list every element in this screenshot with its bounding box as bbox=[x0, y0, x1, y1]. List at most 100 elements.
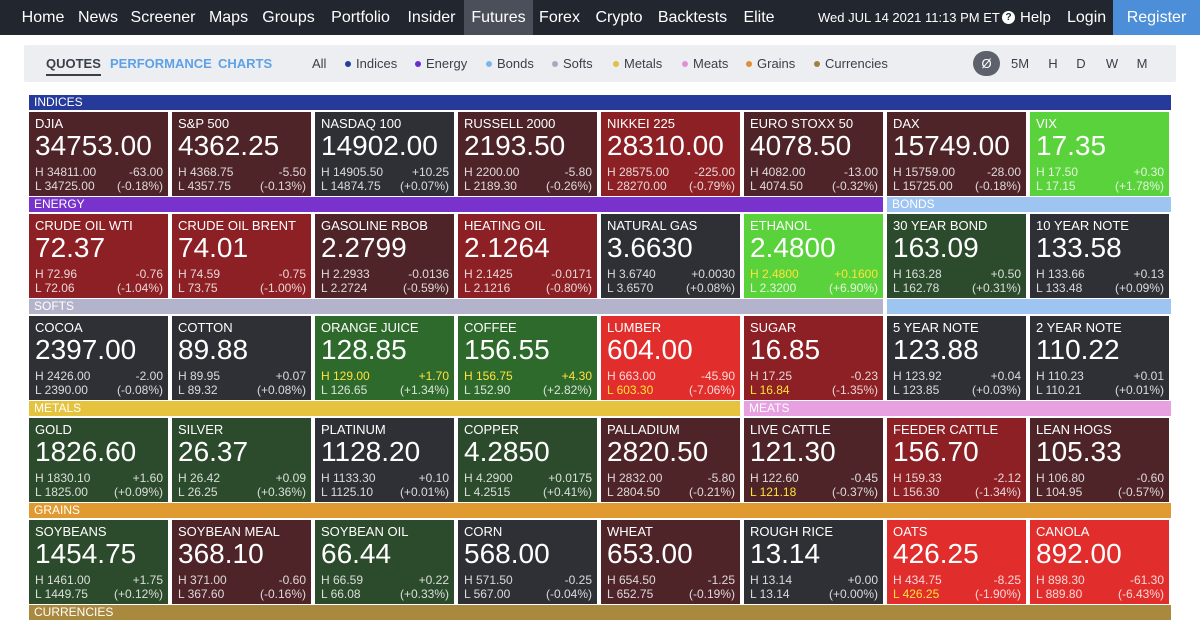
quote-tile-dax[interactable]: DAX 15749.00 H 15759.00 L 15725.00 -28.00 (-0… bbox=[887, 112, 1026, 196]
filter-indices[interactable]: Indices bbox=[345, 45, 397, 82]
timeframe-m[interactable]: M bbox=[1136, 56, 1148, 71]
filter-softs[interactable]: Softs bbox=[552, 45, 593, 82]
quote-tile-ethanol[interactable]: ETHANOL 2.4800 H 2.4800 L 2.3200 +0.1600 (+6.… bbox=[744, 214, 883, 298]
quote-low: L 3.6570 bbox=[607, 281, 653, 295]
quote-tile-platinum[interactable]: PLATINUM 1128.20 H 1133.30 L 1125.10 +0.10 (+… bbox=[315, 418, 454, 502]
quote-tile-canola[interactable]: CANOLA 892.00 H 898.30 L 889.80 -61.30 (-6.43… bbox=[1030, 520, 1169, 604]
timeframe-none[interactable]: Ø bbox=[973, 51, 1000, 76]
quote-tile-soybean-oil[interactable]: SOYBEAN OIL 66.44 H 66.59 L 66.08 +0.22 (+0.3… bbox=[315, 520, 454, 604]
quote-tile-2-year-note[interactable]: 2 YEAR NOTE 110.22 H 110.23 L 110.21 +0.01 (+… bbox=[1030, 316, 1169, 400]
quote-tile-s-p-500[interactable]: S&P 500 4362.25 H 4368.75 L 4357.75 -5.50 (-0… bbox=[172, 112, 311, 196]
quote-tile-palladium[interactable]: PALLADIUM 2820.50 H 2832.00 L 2804.50 -5.80(… bbox=[601, 418, 740, 502]
quote-tile-sugar[interactable]: SUGAR 16.85 H 17.25 L 16.84 -0.23 (-1.35%) bbox=[744, 316, 883, 400]
quote-tile-russell-2000[interactable]: RUSSELL 2000 2193.50 H 2200.00 L 2189.30 -5.… bbox=[458, 112, 597, 196]
quote-low: L 4.2515 bbox=[464, 485, 510, 499]
quote-tile-natural-gas[interactable]: NATURAL GAS 3.6630 H 3.6740 L 3.6570 +0.0030… bbox=[601, 214, 740, 298]
quote-change-percent: (-1.90%) bbox=[974, 587, 1021, 601]
nav-elite[interactable]: Elite bbox=[743, 9, 775, 26]
register-button[interactable]: Register bbox=[1113, 0, 1200, 35]
filter-metals[interactable]: Metals bbox=[613, 45, 662, 82]
quote-change: -225.00 bbox=[694, 165, 735, 179]
login-link[interactable]: Login bbox=[1067, 9, 1107, 26]
filter-grains[interactable]: Grains bbox=[746, 45, 795, 82]
quote-tile-euro-stoxx-50[interactable]: EURO STOXX 50 4078.50 H 4082.00 L 4074.50 -1… bbox=[744, 112, 883, 196]
quote-tile-10-year-note[interactable]: 10 YEAR NOTE 133.58 H 133.66 L 133.48 +0.13(… bbox=[1030, 214, 1169, 298]
quote-tile-silver[interactable]: SILVER 26.37 H 26.42 L 26.25 +0.09 (+0.36%) bbox=[172, 418, 311, 502]
quote-tile-copper[interactable]: COPPER 4.2850 H 4.2900 L 4.2515 +0.0175 (+0.4… bbox=[458, 418, 597, 502]
quote-change: -0.60 bbox=[278, 573, 306, 587]
quote-tile-lean-hogs[interactable]: LEAN HOGS 105.33 H 106.80 L 104.95 -0.60 (-0.… bbox=[1030, 418, 1169, 502]
quote-tile-5-year-note[interactable]: 5 YEAR NOTE 123.88 H 123.92 L 123.85 +0.04 (+… bbox=[887, 316, 1026, 400]
filter-label: Grains bbox=[757, 56, 796, 71]
low-value: 73.75 bbox=[187, 281, 218, 295]
help-link[interactable]: ? Help bbox=[1002, 0, 1051, 35]
nav-screener[interactable]: Screener bbox=[130, 9, 196, 26]
quote-tile-gold[interactable]: GOLD 1826.60 H 1830.10 L 1825.00 +1.60 (+0.09… bbox=[29, 418, 168, 502]
filter-currencies[interactable]: Currencies bbox=[814, 45, 888, 82]
low-prefix: L bbox=[178, 485, 188, 499]
quote-tile-soybeans[interactable]: SOYBEANS 1454.75 H 1461.00 L 1449.75 +1.75 (+… bbox=[29, 520, 168, 604]
help-icon: ? bbox=[1002, 10, 1015, 24]
quote-change-percent: (+0.00%) bbox=[828, 587, 878, 601]
quote-tile-lumber[interactable]: LUMBER 604.00 H 663.00 L 603.30 -45.90 (-7.06… bbox=[601, 316, 740, 400]
quotes-toolbar: QUOTES PERFORMANCE CHARTS All Indices Energy B… bbox=[24, 45, 1176, 82]
nav-backtests[interactable]: Backtests bbox=[657, 9, 728, 26]
timeframe-w[interactable]: W bbox=[1105, 56, 1119, 71]
quote-tile-nasdaq-100[interactable]: NASDAQ 100 14902.00 H 14905.50 L 14874.75 +1… bbox=[315, 112, 454, 196]
low-prefix: L bbox=[607, 281, 617, 295]
quote-change-percent: (+1.78%) bbox=[1114, 179, 1164, 193]
quote-price: 110.22 bbox=[1036, 334, 1120, 365]
nav-home[interactable]: Home bbox=[21, 9, 65, 26]
quote-low: L 133.48 bbox=[1036, 281, 1082, 295]
quote-price: 17.35 bbox=[1036, 130, 1107, 161]
quote-tile-cotton[interactable]: COTTON 89.88 H 89.95 L 89.32 +0.07 (+0.08%) bbox=[172, 316, 311, 400]
quote-change: +1.60 bbox=[132, 471, 163, 485]
high-value: 371.00 bbox=[190, 573, 227, 587]
filter-all[interactable]: All bbox=[312, 45, 326, 82]
quote-name: VIX bbox=[1036, 116, 1057, 131]
nav-maps[interactable]: Maps bbox=[208, 9, 249, 26]
quote-tile-wheat[interactable]: WHEAT 653.00 H 654.50 L 652.75 -1.25 (-0.19%) bbox=[601, 520, 740, 604]
quote-tile-nikkei-225[interactable]: NIKKEI 225 28310.00 H 28575.00 L 28270.00 -2… bbox=[601, 112, 740, 196]
quote-tile-heating-oil[interactable]: HEATING OIL 2.1264 H 2.1425 L 2.1216 -0.0171… bbox=[458, 214, 597, 298]
nav-futures[interactable]: Futures bbox=[464, 0, 533, 35]
nav-portfolio[interactable]: Portfolio bbox=[331, 9, 390, 26]
tab-charts[interactable]: CHARTS bbox=[218, 56, 273, 71]
quote-tile-feeder-cattle[interactable]: FEEDER CATTLE 156.70 H 159.33 L 156.30 -2.12… bbox=[887, 418, 1026, 502]
quote-high: H 571.50 bbox=[464, 573, 513, 587]
timeframe-5m[interactable]: 5M bbox=[1010, 56, 1030, 71]
quote-tile-oats[interactable]: OATS 426.25 H 434.75 L 426.25 -8.25 (-1.90%) bbox=[887, 520, 1026, 604]
filter-label: Currencies bbox=[825, 56, 888, 71]
nav-groups[interactable]: Groups bbox=[262, 9, 315, 26]
quote-tile-djia[interactable]: DJIA 34753.00 H 34811.00 L 34725.00 -63.00 (-… bbox=[29, 112, 168, 196]
quote-tile-crude-oil-wti[interactable]: CRUDE OIL WTI 72.37 H 72.96 L 72.06 -0.76 (-1… bbox=[29, 214, 168, 298]
quote-tile-rough-rice[interactable]: ROUGH RICE 13.14 H 13.14 L 13.14 +0.00 (+0.00… bbox=[744, 520, 883, 604]
quote-change-percent: (+0.01%) bbox=[1114, 383, 1164, 397]
quote-tile-soybean-meal[interactable]: SOYBEAN MEAL 368.10 H 371.00 L 367.60 -0.60(… bbox=[172, 520, 311, 604]
quote-tile-vix[interactable]: VIX 17.35 H 17.50 L 17.15 +0.30 (+1.78%) bbox=[1030, 112, 1169, 196]
quote-tile-crude-oil-brent[interactable]: CRUDE OIL BRENT 74.01 H 74.59 L 73.75 -0.75(… bbox=[172, 214, 311, 298]
quote-tile-cocoa[interactable]: COCOA 2397.00 H 2426.00 L 2390.00 -2.00 (-0.0… bbox=[29, 316, 168, 400]
quote-tile-live-cattle[interactable]: LIVE CATTLE 121.30 H 122.60 L 121.18 -0.45 (-… bbox=[744, 418, 883, 502]
timeframe-d[interactable]: D bbox=[1076, 56, 1086, 71]
quote-name: CRUDE OIL BRENT bbox=[178, 218, 296, 233]
filter-meats[interactable]: Meats bbox=[682, 45, 728, 82]
filter-bonds[interactable]: Bonds bbox=[486, 45, 534, 82]
filter-energy[interactable]: Energy bbox=[415, 45, 467, 82]
tab-quotes[interactable]: QUOTES bbox=[46, 45, 101, 82]
quote-tile-gasoline-rbob[interactable]: GASOLINE RBOB 2.2799 H 2.2933 L 2.2724 -0.01… bbox=[315, 214, 454, 298]
nav-crypto[interactable]: Crypto bbox=[595, 9, 643, 26]
quote-tile-corn[interactable]: CORN 568.00 H 571.50 L 567.00 -0.25 (-0.04%) bbox=[458, 520, 597, 604]
nav-forex[interactable]: Forex bbox=[539, 9, 580, 26]
tab-performance[interactable]: PERFORMANCE bbox=[110, 56, 212, 71]
quote-tile-coffee[interactable]: COFFEE 156.55 H 156.75 L 152.90 +4.30 (+2.82%… bbox=[458, 316, 597, 400]
quote-tile-orange-juice[interactable]: ORANGE JUICE 128.85 H 129.00 L 126.65 +1.70(… bbox=[315, 316, 454, 400]
quote-change-percent: (+1.34%) bbox=[399, 383, 449, 397]
timeframe-h[interactable]: H bbox=[1048, 56, 1058, 71]
quote-high: H 13.14 bbox=[750, 573, 792, 587]
nav-news[interactable]: News bbox=[77, 9, 118, 26]
quote-tile-30-year-bond[interactable]: 30 YEAR BOND 163.09 H 163.28 L 162.78 +0.50(… bbox=[887, 214, 1026, 298]
nav-insider[interactable]: Insider bbox=[407, 9, 456, 26]
quote-name: 30 YEAR BOND bbox=[893, 218, 988, 233]
high-value: 2.2933 bbox=[333, 267, 370, 281]
